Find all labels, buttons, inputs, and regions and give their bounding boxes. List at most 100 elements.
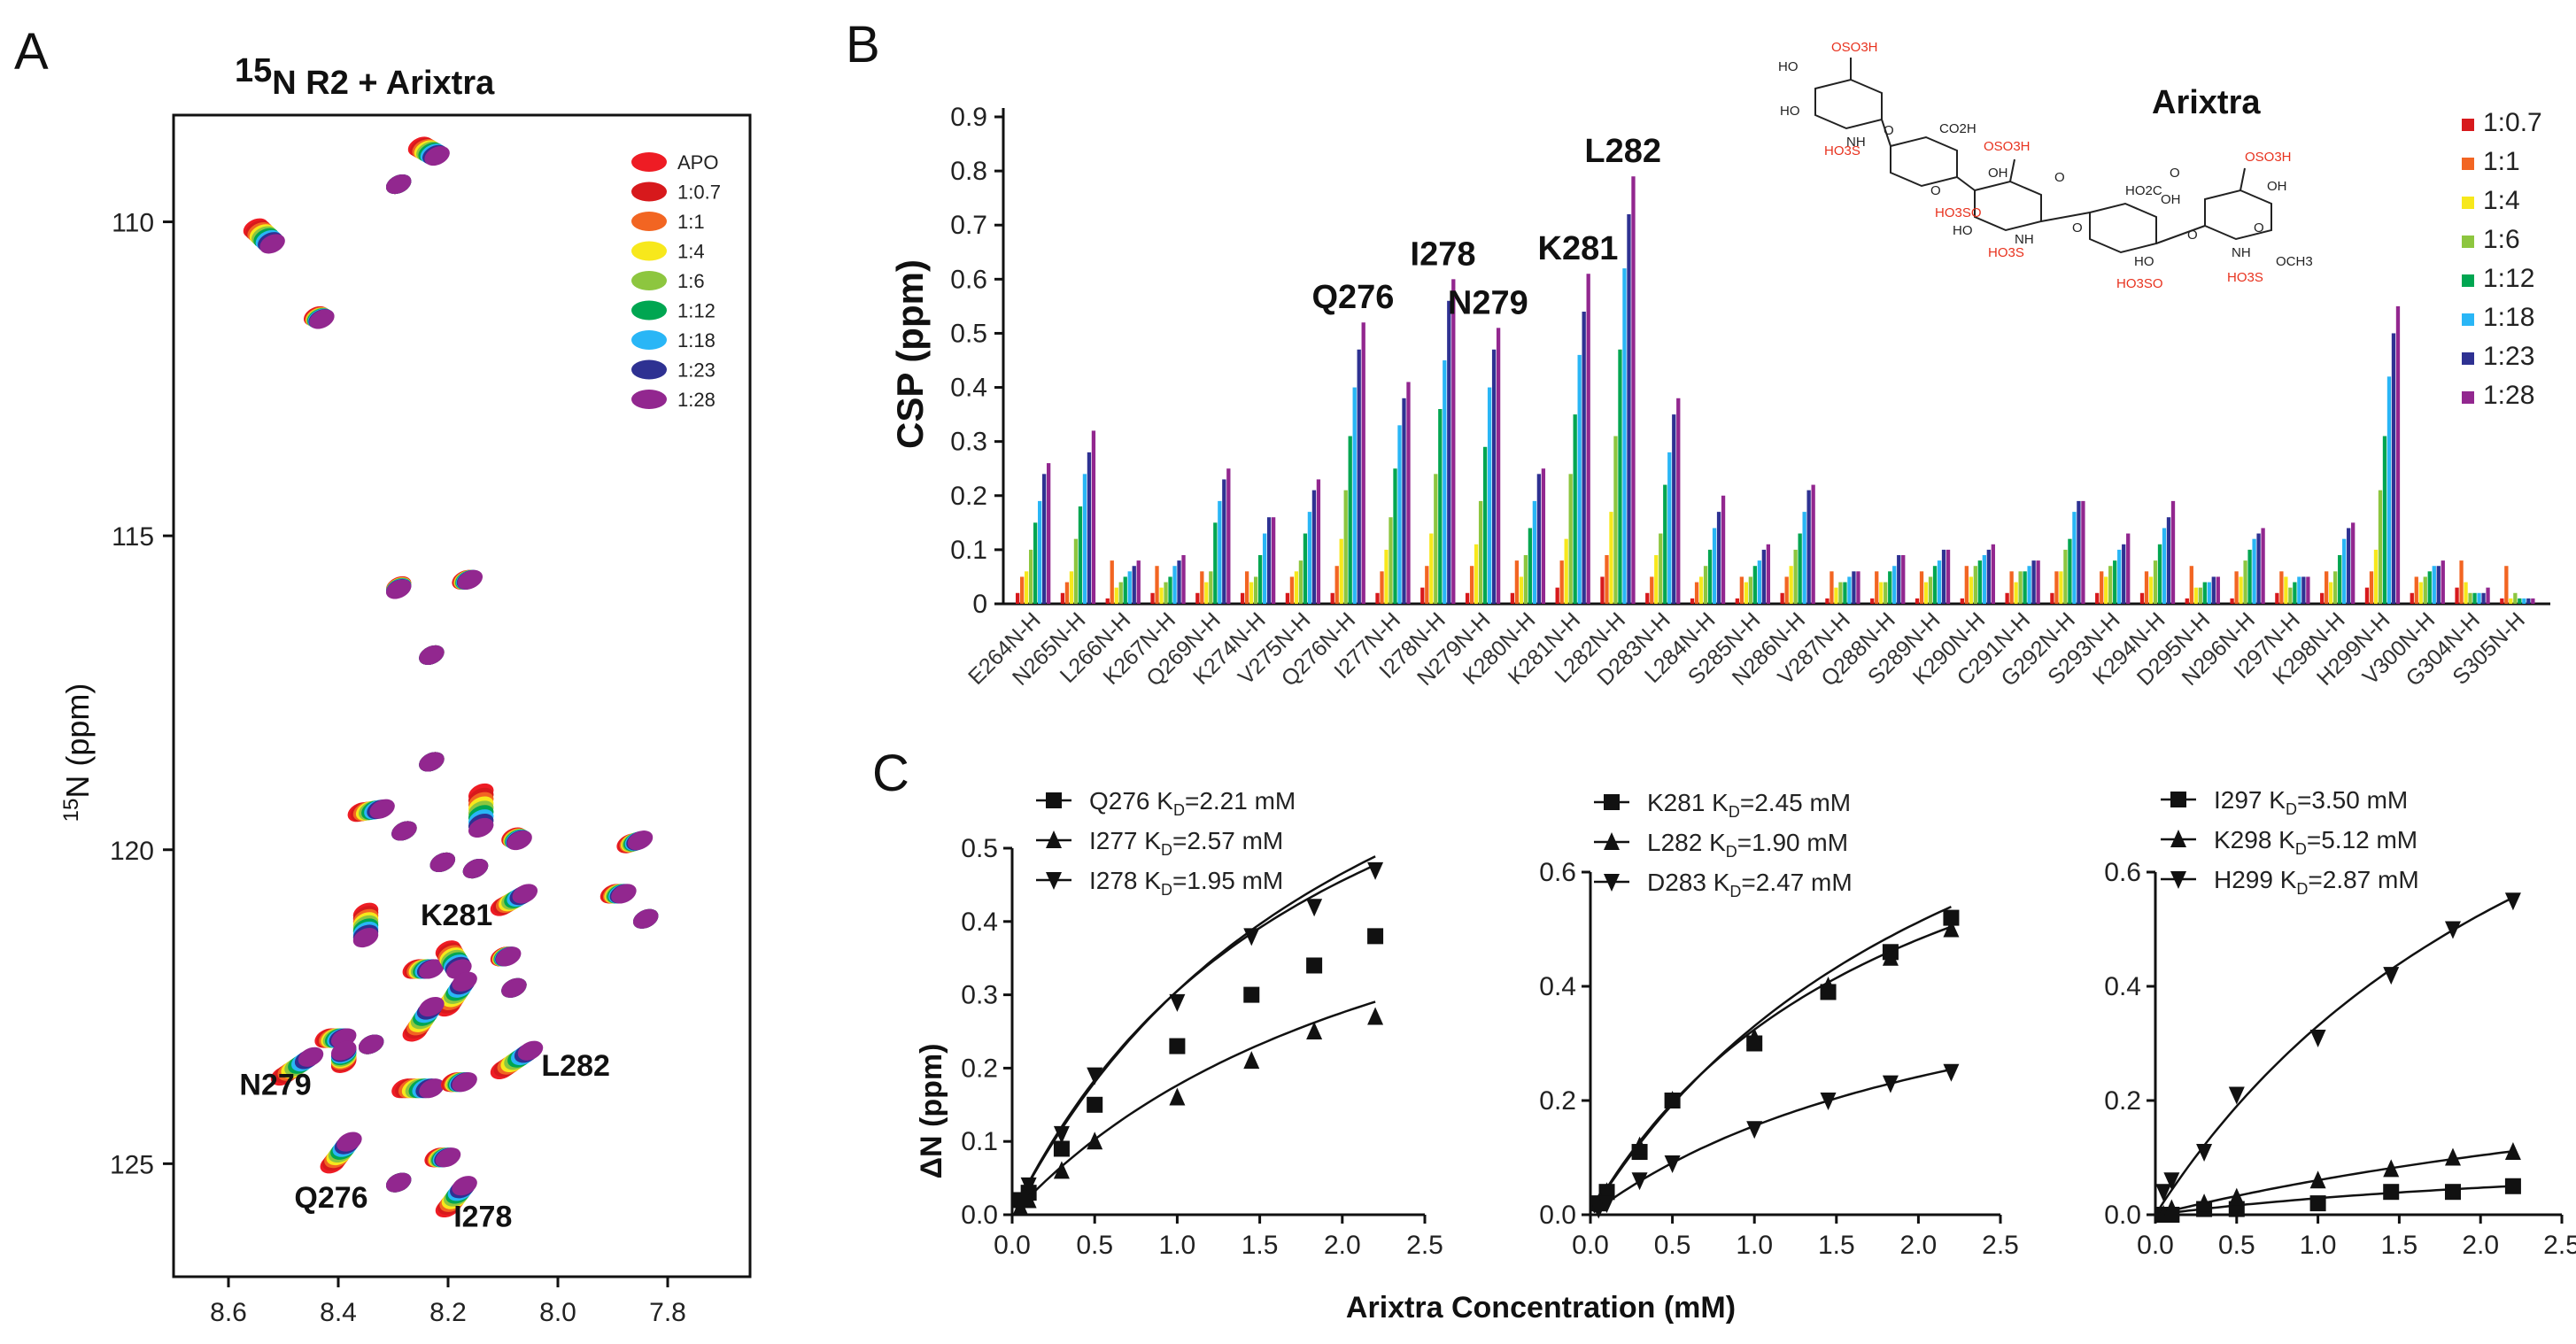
csp-bar — [2464, 582, 2468, 604]
csp-bar — [1343, 490, 1348, 604]
y-tick-label: 0.4 — [1539, 972, 1576, 1001]
data-point — [1020, 1190, 1037, 1209]
legend-label: 1:1 — [677, 211, 705, 233]
hsqc-peak-contour — [429, 852, 456, 872]
legend-label: 1:18 — [2483, 303, 2534, 332]
csp-bar — [1622, 268, 1627, 604]
csp-bar — [1672, 414, 1676, 604]
csp-bar — [1838, 582, 1843, 604]
data-point — [1306, 899, 1323, 917]
csp-bar — [1271, 517, 1276, 604]
csp-bar — [2418, 582, 2423, 604]
csp-bar — [1213, 522, 1218, 604]
hsqc-peak — [358, 1034, 384, 1054]
csp-bar — [1627, 214, 1631, 604]
legend-kd-sub: D — [1173, 801, 1185, 819]
chem-label: HO — [1953, 223, 1973, 238]
csp-bar — [1555, 587, 1559, 604]
data-point — [2170, 830, 2186, 847]
csp-bar — [2081, 500, 2085, 604]
csp-bar — [1447, 300, 1451, 604]
y-tick-label: 0.2 — [961, 1054, 998, 1083]
hsqc-peak — [385, 174, 412, 195]
glycosidic-bond-3 — [2040, 212, 2091, 222]
csp-bar — [1973, 566, 1977, 604]
csp-bar — [2023, 571, 2027, 604]
hsqc-peak-contour — [495, 946, 522, 967]
data-point — [1087, 1096, 1103, 1113]
csp-bar — [2198, 587, 2202, 604]
y-tick-label: 0.6 — [1539, 858, 1576, 887]
x-tick-label: 8.4 — [320, 1298, 357, 1327]
csp-bar — [2338, 555, 2342, 604]
csp-bar — [1123, 576, 1127, 604]
hsqc-peak-contour — [468, 817, 494, 838]
data-point — [1746, 1028, 1763, 1047]
legend-kd-prefix: K — [1156, 787, 1173, 815]
csp-bar — [1064, 582, 1070, 604]
csp-bar — [2126, 533, 2131, 604]
csp-bar — [1712, 528, 1717, 604]
legend-swatch — [631, 271, 667, 290]
legend-label: 1:6 — [2483, 225, 2520, 254]
csp-bar — [2247, 549, 2252, 604]
hsqc-peak-contour — [309, 309, 335, 329]
bar-annotation: Q276 — [1311, 279, 1394, 316]
y-tick-label: 0.1 — [950, 536, 987, 565]
data-point — [2170, 871, 2186, 889]
hsqc-peak-contour — [611, 884, 637, 904]
csp-bar — [2216, 576, 2220, 604]
glycosidic-bond-1 — [1881, 119, 1891, 147]
fit-curve — [1014, 863, 1376, 1209]
csp-bar — [2230, 598, 2234, 604]
legend-kd-value: =1.90 mM — [1737, 829, 1848, 856]
csp-bar — [2059, 571, 2063, 604]
csp-bar — [1613, 436, 1618, 604]
csp-bar — [1222, 479, 1226, 604]
legend-kd-sub: D — [1726, 843, 1737, 861]
hsqc-peak — [270, 1047, 324, 1086]
hsqc-peak-contour — [391, 821, 417, 841]
hsqc-peak-contour — [330, 1040, 357, 1061]
arixtra-structure-drawing — [1814, 58, 2272, 254]
data-point — [1243, 1051, 1260, 1070]
chem-label: NH — [2232, 245, 2251, 260]
x-tick-label: 2.5 — [1982, 1231, 2019, 1260]
csp-bar — [1114, 587, 1118, 604]
legend-label: H299 KD=2.87 mM — [2214, 866, 2419, 898]
csp-bar — [2369, 571, 2374, 604]
csp-bar — [1164, 582, 1168, 604]
csp-bar — [1510, 592, 1515, 604]
panel-a-y-label-sup: 15 — [59, 799, 83, 823]
csp-bar — [1960, 598, 1964, 604]
csp-bar — [1465, 592, 1470, 604]
y-tick-label: 115 — [112, 522, 154, 552]
hsqc-peak — [303, 305, 335, 329]
data-point — [1590, 1201, 1607, 1219]
y-tick-label: 0.4 — [950, 374, 987, 403]
csp-bar — [1209, 571, 1213, 604]
csp-bar — [2207, 582, 2211, 604]
chem-label: OCH3 — [2276, 254, 2313, 269]
y-tick-label: 0.4 — [2104, 972, 2141, 1001]
data-point — [1820, 1093, 1837, 1110]
csp-bar — [1042, 474, 1047, 604]
csp-bar — [2472, 592, 2477, 604]
csp-bar — [1073, 538, 1079, 604]
csp-bar — [2288, 587, 2293, 604]
csp-bar — [1334, 566, 1339, 604]
csp-bar — [1698, 576, 1704, 604]
csp-bar — [1888, 571, 1892, 604]
csp-bar — [2031, 560, 2036, 604]
csp-bar — [2027, 566, 2031, 604]
chem-label: OH — [2267, 179, 2287, 194]
data-point — [1306, 957, 1323, 974]
csp-bar — [1856, 571, 1860, 604]
data-point — [2383, 1159, 2400, 1178]
legend-label: 1:0.7 — [2483, 108, 2542, 137]
hsqc-peak — [490, 884, 538, 916]
data-point — [2504, 892, 2521, 911]
legend-kd-value: =2.57 mM — [1172, 827, 1283, 854]
csp-bar — [2122, 544, 2126, 604]
